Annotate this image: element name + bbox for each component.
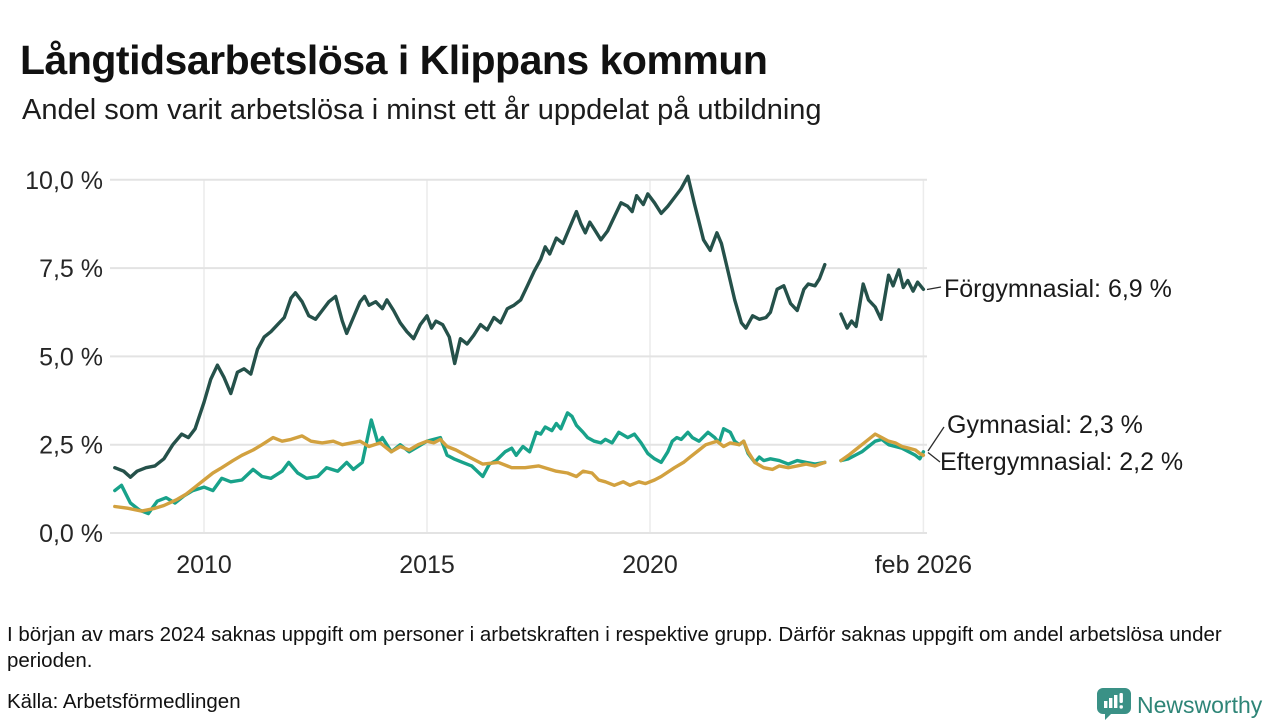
newsworthy-wordmark: Newsworthy [1137,692,1263,718]
y-axis-tick-label: 7,5 % [39,255,103,283]
annotation-leader-line [927,451,941,463]
y-axis-tick-label: 10,0 % [25,167,103,195]
series-line-gymnasial [113,411,827,516]
x-axis-tick-label: 2020 [622,551,678,579]
x-axis-tick-label: feb 2026 [875,551,972,579]
series-line-eftergymnasial [113,434,827,513]
y-axis-tick-label: 5,0 % [39,343,103,371]
series-line-förgymnasial [839,268,926,330]
y-axis-tick-label: 2,5 % [39,432,103,460]
page-title: Långtidsarbetslösa i Klippans kommun [20,37,768,84]
newsworthy-logo-icon [1097,688,1131,720]
series-end-label-eftergymnasial: Eftergymnasial: 2,2 % [940,448,1184,476]
series-end-label-forgymnasial: Förgymnasial: 6,9 % [944,275,1172,303]
x-axis-tick-label: 2015 [399,551,455,579]
series-line-eftergymnasial [839,432,926,463]
annotation-leader-line [926,286,942,291]
x-axis-tick-label: 2010 [176,551,232,579]
series-line-förgymnasial [113,174,827,479]
source-attribution: Källa: Arbetsförmedlingen [7,690,241,713]
annotation-leader-line [927,426,945,452]
y-axis-tick-label: 0,0 % [39,520,103,548]
series-end-label-gymnasial: Gymnasial: 2,3 % [947,411,1143,439]
series-line-gymnasial [839,437,926,463]
chart-footnote: I början av mars 2024 saknas uppgift om … [7,623,1222,672]
page-subtitle: Andel som varit arbetslösa i minst ett å… [22,94,822,126]
